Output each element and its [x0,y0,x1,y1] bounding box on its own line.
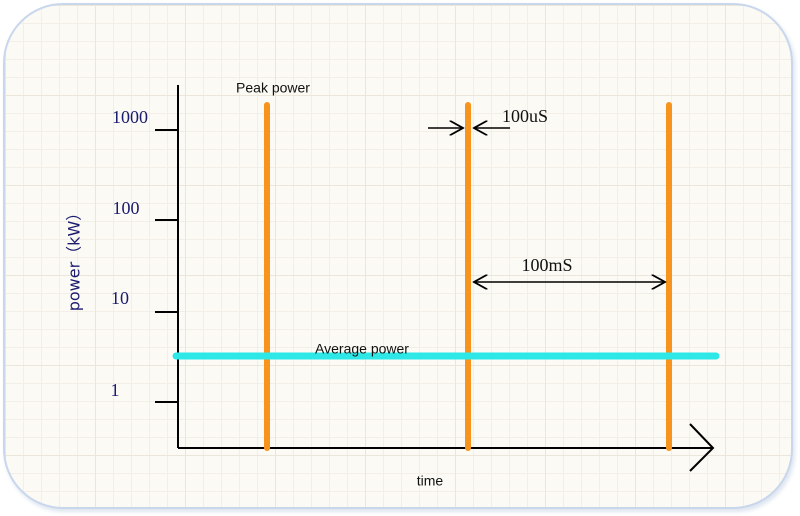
x-axis-label: time [417,473,444,489]
y-axis-label: power（kW） [65,205,84,312]
tick-label: 1000 [112,107,148,127]
tick-label: 1 [111,380,120,400]
pulses [264,102,672,451]
background-panel [3,3,793,509]
peak-label: Peak power [236,80,310,96]
x-axis-arrow [689,423,715,472]
tick-label: 10 [111,288,129,308]
pulse-width-label: 100uS [502,106,548,126]
period-label: 100mS [521,255,572,275]
tick-label: 100 [113,198,140,218]
y-ticks [155,129,178,403]
average-label: Average power [315,341,409,357]
